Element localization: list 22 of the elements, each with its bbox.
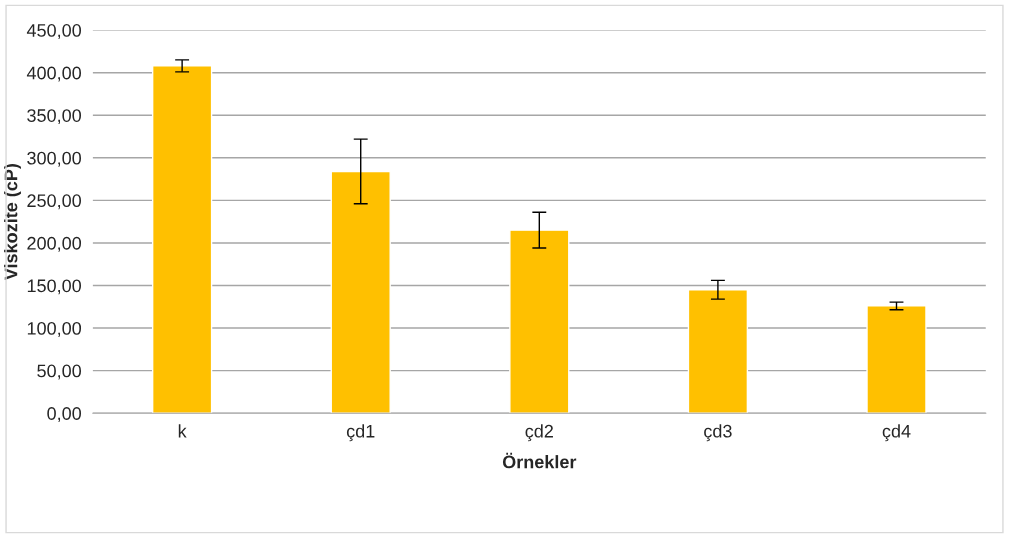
x-tick-label: k — [178, 424, 187, 438]
bar — [330, 170, 391, 414]
y-tick-label: 450,00 — [26, 24, 82, 39]
y-tick-label: 50,00 — [37, 364, 82, 380]
y-tick-label: 0,00 — [47, 407, 82, 423]
x-axis-title: Örnekler — [502, 452, 577, 469]
y-tick-label: 300,00 — [27, 151, 82, 167]
y-tick-label: 250,00 — [27, 194, 82, 210]
x-tick-label: çd1 — [346, 424, 375, 442]
y-tick-label: 150,00 — [27, 279, 82, 295]
y-axis-title: Viskozite (cP) — [4, 164, 21, 281]
y-tick-label: 400,00 — [26, 66, 82, 82]
bar — [687, 289, 749, 414]
y-tick-label: 200,00 — [27, 236, 82, 252]
x-tick-label: çd4 — [882, 424, 911, 442]
y-tick-label: 350,00 — [27, 109, 82, 125]
y-tick-label: 100,00 — [27, 321, 82, 337]
bar — [866, 305, 927, 414]
bar — [509, 229, 570, 414]
bar — [151, 65, 213, 414]
x-tick-label: çd2 — [525, 424, 553, 442]
x-tick-label: çd3 — [704, 424, 732, 442]
